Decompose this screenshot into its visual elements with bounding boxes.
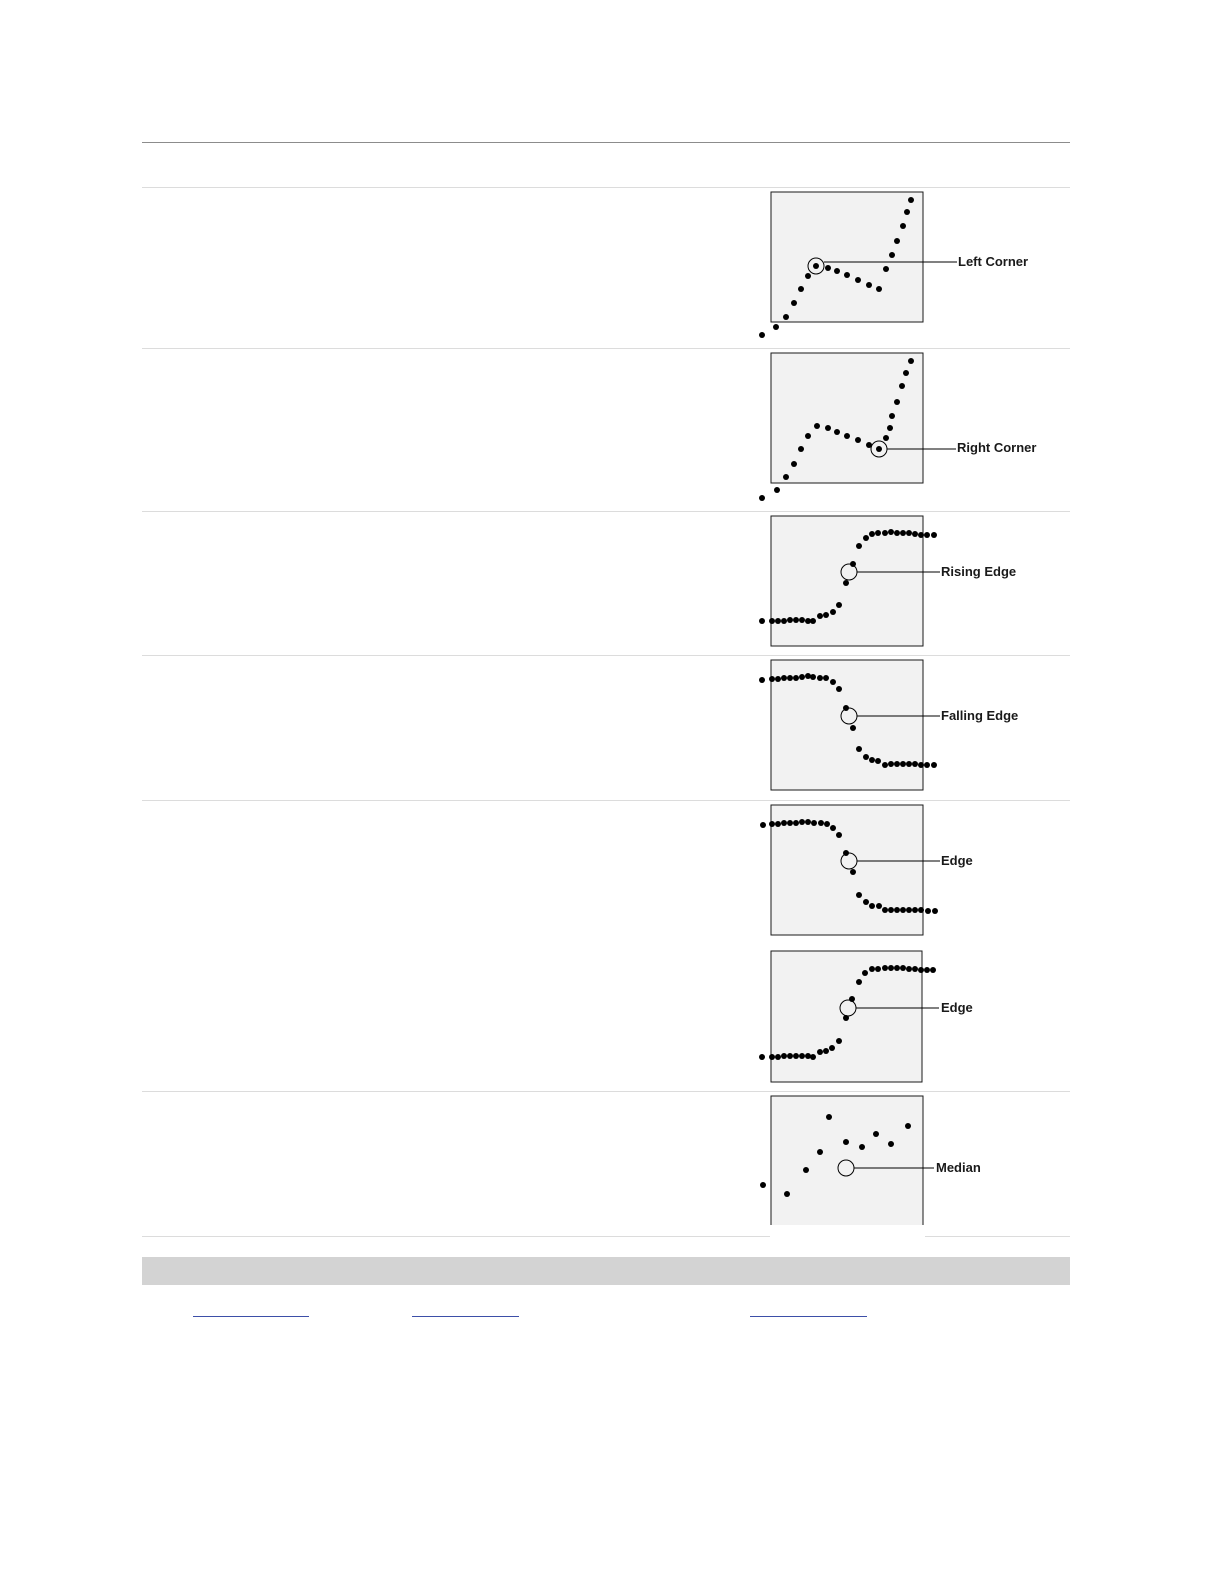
diagram-left-corner: Left Corner — [759, 191, 1028, 338]
plot-points — [759, 358, 914, 501]
plot-points — [759, 529, 937, 624]
row-divider — [142, 511, 1070, 512]
diagram-label: Edge — [941, 1000, 973, 1015]
diagram-edge-falling: Edge — [760, 804, 973, 936]
plot-points — [759, 197, 914, 338]
plot-points — [760, 1114, 911, 1197]
row-divider — [142, 187, 1070, 188]
diagram-rising-edge: Rising Edge — [759, 515, 1016, 647]
row-divider — [142, 1091, 1070, 1092]
plot-points — [759, 673, 937, 768]
link-underline[interactable] — [412, 1316, 519, 1317]
row-divider — [142, 1236, 1070, 1237]
link-underline[interactable] — [750, 1316, 867, 1317]
row-divider — [142, 655, 1070, 656]
row-divider — [142, 348, 1070, 349]
header-rule — [142, 142, 1070, 143]
diagram-label: Right Corner — [957, 440, 1036, 455]
table-footer-band — [142, 1257, 1070, 1285]
diagram-label: Left Corner — [958, 254, 1028, 269]
plot-frame — [770, 191, 924, 323]
plot-points — [759, 965, 936, 1060]
diagram-edge-rising: Edge — [759, 950, 973, 1083]
highlight-ring — [807, 257, 825, 275]
plot-frame — [770, 1095, 924, 1237]
diagram-label: Falling Edge — [941, 708, 1018, 723]
link-underline[interactable] — [193, 1316, 309, 1317]
row-divider — [142, 800, 1070, 801]
plot-frame — [770, 804, 924, 936]
diagram-median: Median — [760, 1095, 981, 1237]
plot-points — [760, 819, 938, 914]
plot-frame — [770, 352, 924, 484]
diagram-label: Rising Edge — [941, 564, 1016, 579]
diagram-label: Median — [936, 1160, 981, 1175]
diagram-right-corner: Right Corner — [759, 352, 1036, 501]
diagram-label: Edge — [941, 853, 973, 868]
plot-frame — [770, 659, 924, 791]
diagram-falling-edge: Falling Edge — [759, 659, 1018, 791]
